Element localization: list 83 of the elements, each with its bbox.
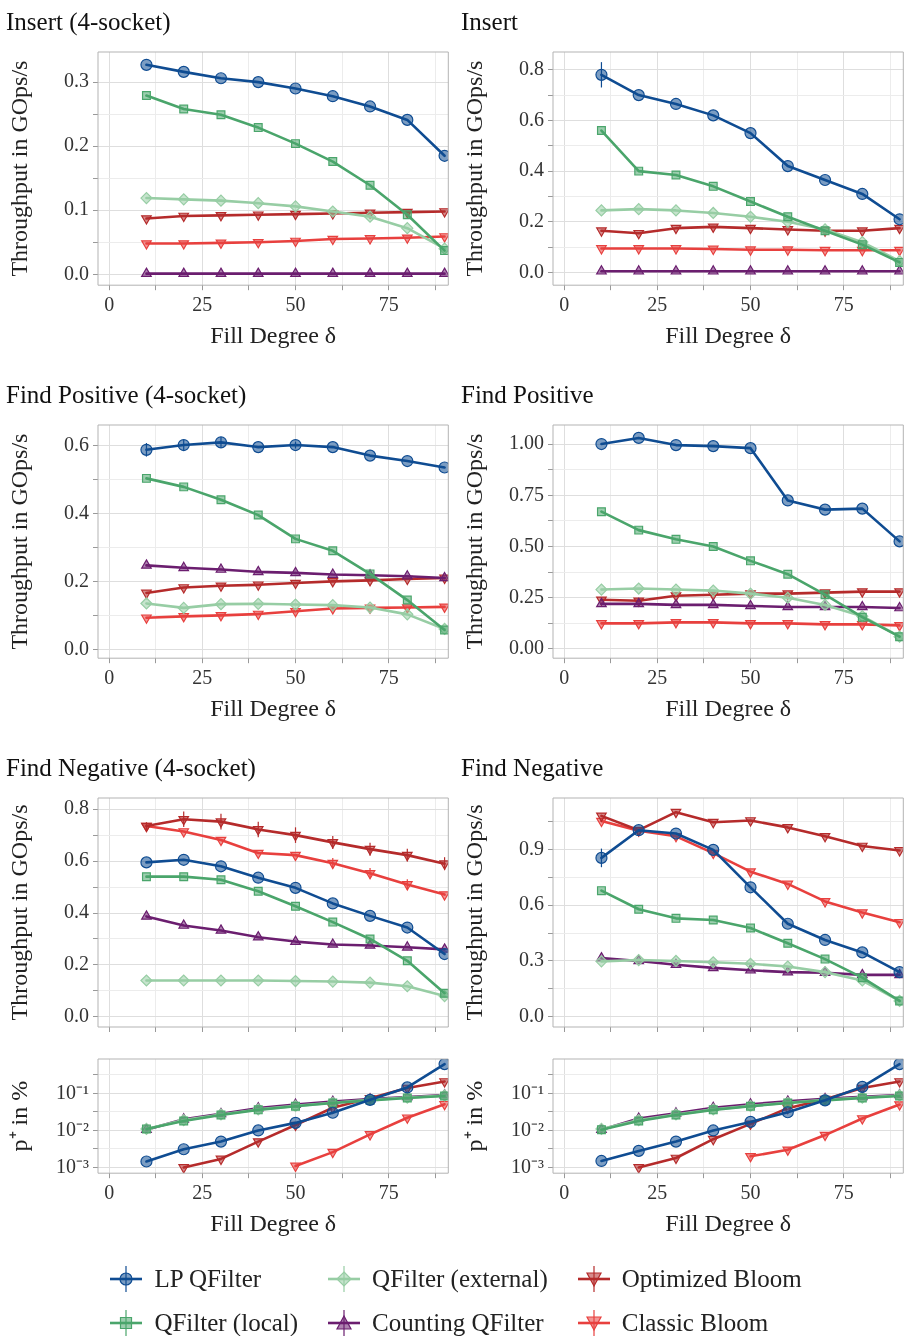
legend-label: QFilter (local) bbox=[154, 1309, 299, 1336]
x-tick-label: 25 bbox=[647, 293, 668, 316]
y-tick-label: 0.9 bbox=[519, 836, 544, 859]
x-tick-label: 25 bbox=[647, 666, 668, 689]
y-tick-label: 10⁻³ bbox=[56, 1154, 89, 1177]
y-axis-title: Throughput in GOps/s bbox=[5, 433, 32, 650]
y-tick-label: 10⁻³ bbox=[511, 1154, 544, 1177]
y-tick-label: 0.50 bbox=[509, 533, 544, 556]
legend-label: Classic Bloom bbox=[621, 1309, 769, 1336]
chart-title: Find Positive bbox=[461, 380, 594, 408]
x-tick-label: 25 bbox=[647, 1181, 668, 1204]
x-tick-label: 0 bbox=[104, 293, 115, 316]
y-tick-label: 10⁻² bbox=[511, 1117, 544, 1140]
y-tick-label: 0.25 bbox=[509, 585, 544, 607]
y-axis-title: p⁺ in % bbox=[5, 1080, 32, 1152]
y-tick-label: 0.4 bbox=[64, 500, 89, 523]
y-axis-title: p⁺ in % bbox=[460, 1080, 487, 1152]
y-axis-title: Throughput in GOps/s bbox=[5, 804, 32, 1021]
y-tick-label: 0.75 bbox=[509, 482, 544, 505]
y-tick-label: 0.4 bbox=[519, 158, 544, 181]
y-tick-label: 0.6 bbox=[64, 848, 89, 871]
x-tick-label: 50 bbox=[740, 666, 761, 689]
y-tick-label: 10⁻¹ bbox=[511, 1080, 544, 1103]
x-tick-label: 0 bbox=[104, 666, 115, 689]
y-tick-label: 0.2 bbox=[64, 568, 89, 591]
x-tick-label: 50 bbox=[285, 293, 306, 316]
y-tick-label: 0.6 bbox=[64, 432, 89, 455]
x-axis-title: Fill Degree δ bbox=[665, 321, 792, 348]
x-tick-label: 75 bbox=[378, 666, 399, 689]
y-tick-label: 0.8 bbox=[64, 796, 89, 819]
y-tick-label: 0.0 bbox=[64, 636, 89, 659]
y-tick-label: 0.0 bbox=[64, 261, 89, 284]
x-tick-label: 75 bbox=[833, 293, 854, 316]
x-axis-title: Fill Degree δ bbox=[210, 1209, 337, 1236]
x-tick-label: 0 bbox=[559, 666, 570, 689]
legend-label: Counting QFilter bbox=[372, 1309, 544, 1336]
y-tick-label: 10⁻² bbox=[56, 1117, 89, 1140]
chart-title: Find Positive (4-socket) bbox=[6, 380, 247, 409]
y-tick-label: 0.2 bbox=[64, 952, 89, 975]
chart-title: Find Negative bbox=[461, 753, 604, 781]
chart-title: Insert (4-socket) bbox=[6, 7, 171, 36]
x-tick-label: 50 bbox=[740, 293, 761, 316]
y-tick-label: 1.00 bbox=[509, 431, 544, 454]
y-tick-label: 0.6 bbox=[519, 107, 544, 130]
x-tick-label: 75 bbox=[378, 293, 399, 316]
legend-label: QFilter (external) bbox=[372, 1265, 548, 1293]
x-tick-label: 50 bbox=[285, 666, 306, 689]
x-tick-label: 0 bbox=[559, 1181, 570, 1204]
y-tick-label: 0.1 bbox=[64, 197, 89, 220]
x-tick-label: 75 bbox=[833, 666, 854, 689]
y-tick-label: 0.3 bbox=[64, 69, 89, 92]
y-tick-label: 0.0 bbox=[64, 1004, 89, 1027]
y-tick-label: 0.8 bbox=[519, 56, 544, 79]
y-tick-label: 0.2 bbox=[519, 209, 544, 232]
y-axis-title: Throughput in GOps/s bbox=[460, 60, 487, 277]
x-tick-label: 75 bbox=[378, 1181, 399, 1204]
chart-title: Find Negative (4-socket) bbox=[6, 753, 256, 782]
x-tick-label: 25 bbox=[192, 666, 213, 689]
y-tick-label: 0.00 bbox=[509, 636, 544, 659]
y-tick-label: 0.4 bbox=[64, 900, 89, 923]
y-axis-title: Throughput in GOps/s bbox=[460, 804, 487, 1021]
y-axis-title: Throughput in GOps/s bbox=[5, 60, 32, 277]
y-tick-label: 0.2 bbox=[64, 133, 89, 156]
legend-label: LP QFilter bbox=[154, 1265, 262, 1293]
y-tick-label: 0.0 bbox=[519, 259, 544, 282]
x-tick-label: 25 bbox=[192, 293, 213, 316]
x-axis-title: Fill Degree δ bbox=[210, 694, 337, 721]
x-tick-label: 75 bbox=[833, 1181, 854, 1204]
y-axis-title: Throughput in GOps/s bbox=[460, 433, 487, 650]
x-tick-label: 0 bbox=[104, 1181, 115, 1204]
y-tick-label: 0.3 bbox=[519, 948, 544, 971]
x-tick-label: 25 bbox=[192, 1181, 213, 1204]
y-tick-label: 0.6 bbox=[519, 892, 544, 915]
x-axis-title: Fill Degree δ bbox=[210, 321, 337, 348]
x-axis-title: Fill Degree δ bbox=[665, 1209, 792, 1236]
chart-title: Insert bbox=[461, 7, 518, 35]
y-tick-label: 0.0 bbox=[519, 1004, 544, 1027]
x-axis-title: Fill Degree δ bbox=[665, 694, 792, 721]
x-tick-label: 50 bbox=[285, 1181, 306, 1204]
x-tick-label: 0 bbox=[559, 293, 570, 316]
x-tick-label: 50 bbox=[740, 1181, 761, 1204]
legend-label: Optimized Bloom bbox=[621, 1265, 802, 1293]
y-tick-label: 10⁻¹ bbox=[56, 1080, 89, 1103]
